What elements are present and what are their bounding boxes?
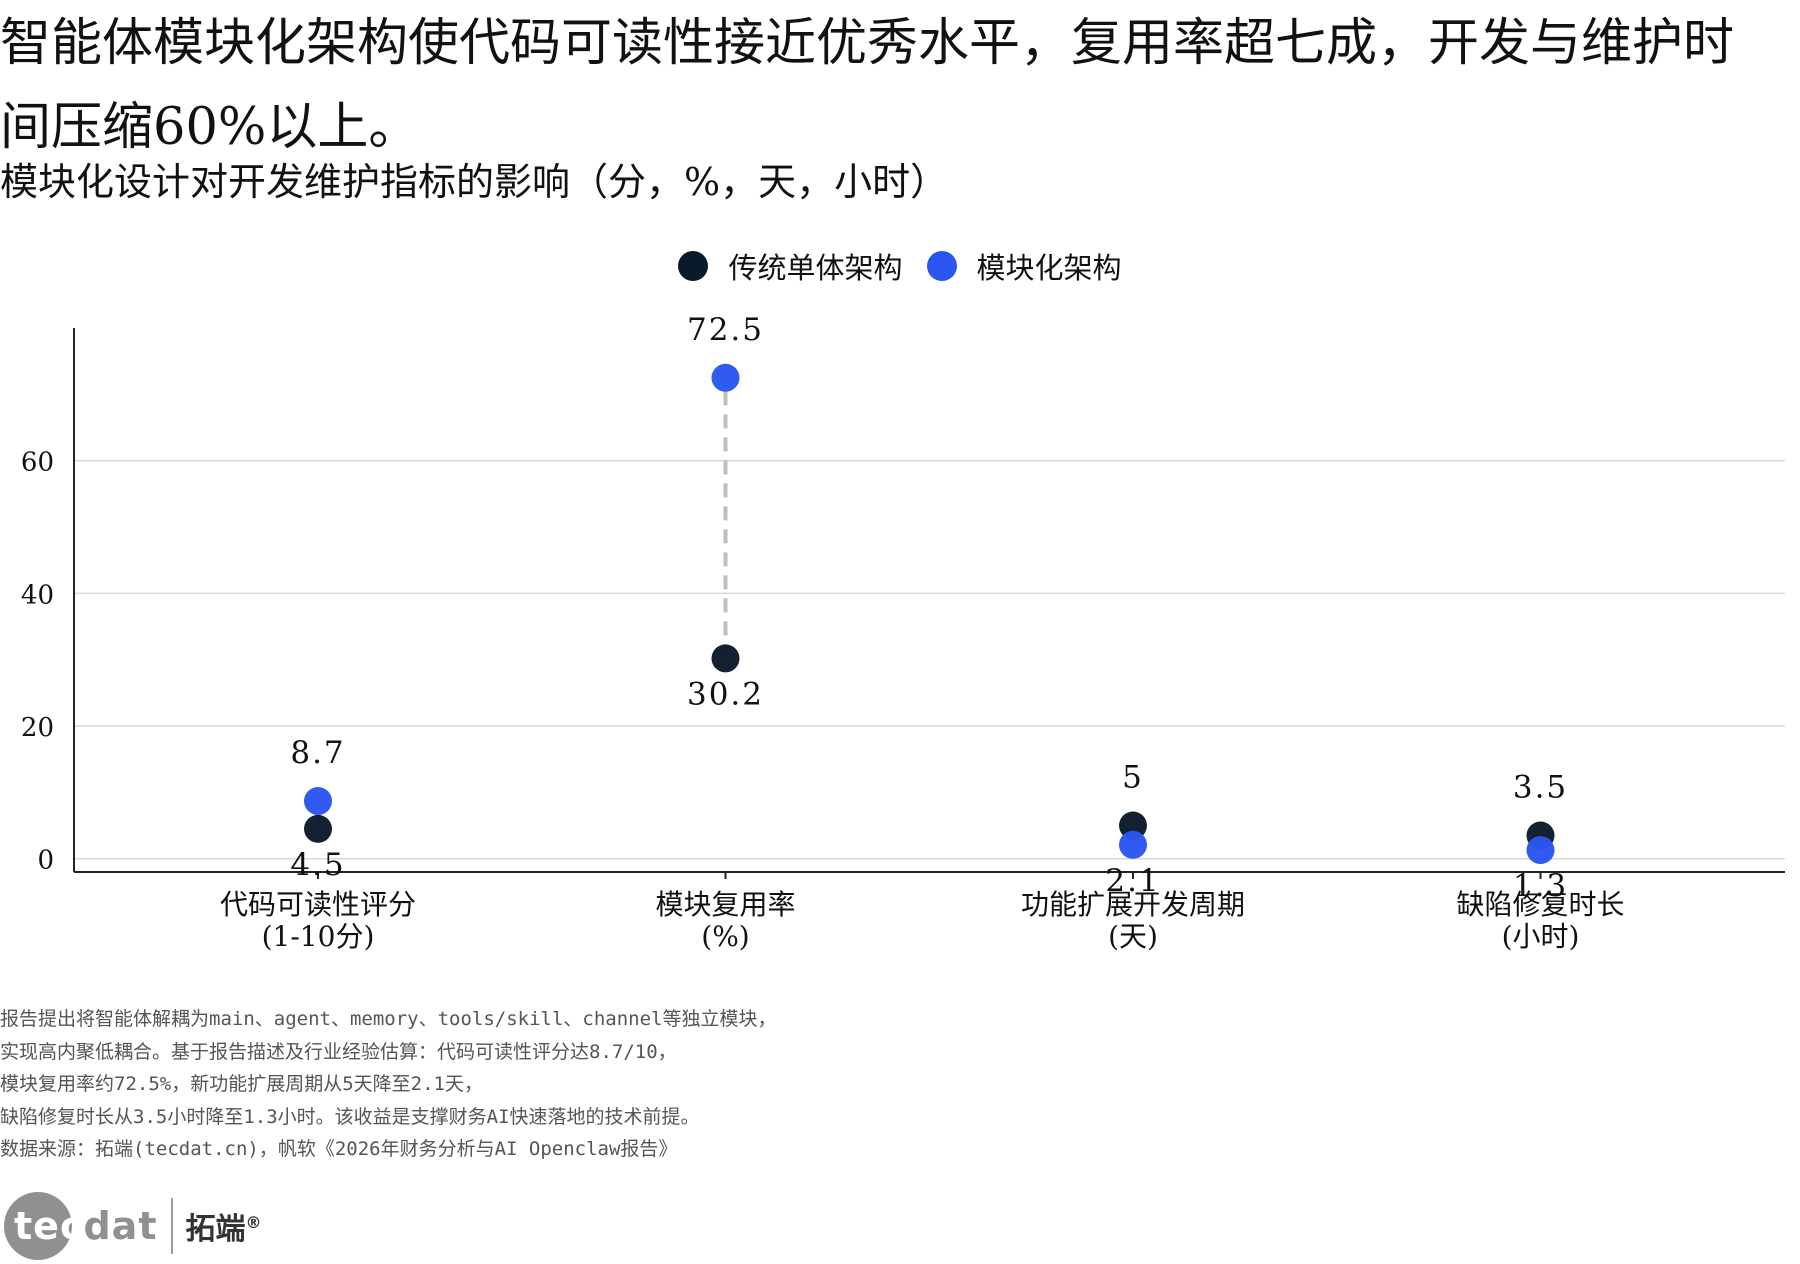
chart-legend: 传统单体架构 模块化架构 [0, 244, 1800, 288]
logo-cn-name: 拓端® [185, 1212, 262, 1247]
x-tick-label: 模块复用率 [655, 888, 795, 921]
chart-notes: 报告提出将智能体解耦为main、agent、memory、tools/skill… [0, 1003, 777, 1166]
x-tick-label: 功能扩展开发周期 [1021, 888, 1245, 921]
point-modular [1119, 830, 1147, 859]
logo-circle-icon [4, 1192, 72, 1260]
note-line: 缺陷修复时长从3.5小时降至1.3小时。该收益是支撑财务AI快速落地的技术前提。 [0, 1105, 700, 1128]
data-label-traditional: 30.2 [687, 676, 764, 712]
x-tick-label: 代码可读性评分 [220, 888, 416, 921]
note-line: 实现高内聚低耦合。基于报告描述及行业经验估算：代码可读性评分达8.7/10， [0, 1040, 677, 1063]
legend-marker-modular [926, 251, 957, 281]
legend-marker-traditional [678, 251, 709, 281]
data-label-modular: 1.3 [1513, 868, 1568, 904]
x-tick-label: (天) [1108, 920, 1158, 953]
legend-item-traditional: 传统单体架构 [678, 245, 903, 287]
point-modular [304, 787, 332, 816]
logo-wordmark: tecdat [14, 1204, 158, 1248]
point-modular [1526, 836, 1555, 865]
point-traditional [304, 814, 332, 843]
x-tick-label: 缺陷修复时长 [1456, 888, 1624, 921]
brand-logo: tecdat 拓端® [4, 1188, 261, 1264]
y-tick-label: 60 [21, 448, 54, 478]
y-tick-label: 40 [21, 580, 54, 610]
data-label-modular: 2.1 [1105, 863, 1160, 899]
legend-item-modular: 模块化架构 [926, 245, 1122, 287]
point-modular [711, 363, 740, 392]
legend-label-modular: 模块化架构 [976, 251, 1122, 285]
chart-headline: 智能体模块化架构使代码可读性接近优秀水平，复用率超七成，开发与维护时间压缩60%… [0, 14, 1735, 157]
dumbbell-chart: 0 20 40 60 代码可读性评分(1-10分) 4.5 8.7 模块复用率(%) 30.2 7… [21, 312, 1785, 953]
note-line: 报告提出将智能体解耦为main、agent、memory、tools/skill… [0, 1008, 777, 1030]
data-label-traditional: 5 [1122, 760, 1144, 796]
note-line: 模块复用率约72.5%，新功能扩展周期从5天降至2.1天， [0, 1073, 483, 1095]
data-label-modular: 8.7 [290, 735, 345, 771]
point-traditional [711, 644, 740, 673]
x-tick-label: (%) [701, 920, 749, 953]
source-note: 数据来源：拓端(tecdat.cn)，帆软《2026年财务分析与AI Openc… [0, 1138, 678, 1160]
logo-divider [171, 1198, 174, 1254]
chart-subtitle: 模块化设计对开发维护指标的影响（分，%，天，小时） [0, 160, 949, 204]
legend-label-traditional: 传统单体架构 [728, 251, 903, 285]
point-traditional [1119, 811, 1147, 840]
y-tick-label: 20 [21, 713, 54, 743]
y-tick-label: 0 [37, 846, 54, 876]
data-label-modular: 72.5 [687, 312, 764, 348]
x-tick-label: (小时) [1502, 920, 1580, 953]
data-label-traditional: 4.5 [290, 847, 345, 883]
data-label-traditional: 3.5 [1513, 770, 1568, 806]
x-tick-label: (1-10分) [262, 920, 375, 953]
